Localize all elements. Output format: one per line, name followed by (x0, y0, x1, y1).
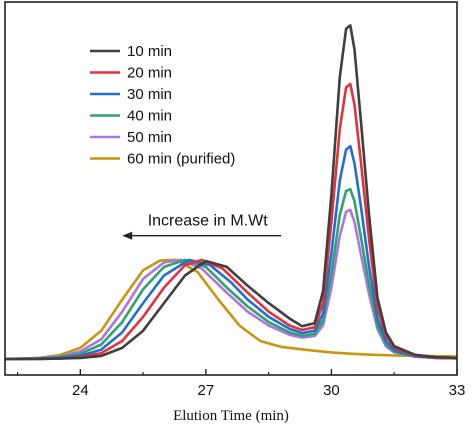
series-line-4 (4, 187, 458, 361)
x-tick-label: 27 (198, 382, 215, 399)
series-line-2 (5, 82, 458, 361)
x-tick-label: 30 (323, 382, 340, 399)
x-axis-ticks: 24 27 30 33 (16, 369, 466, 399)
series-line-6 (4, 258, 458, 361)
arrowhead-icon (122, 231, 133, 240)
legend-label: 60 min (purified) (127, 151, 235, 168)
series-lines (4, 24, 458, 361)
legend-label: 30 min (127, 86, 172, 103)
legend-label: 50 min (127, 129, 172, 146)
x-tick-label: 24 (72, 382, 89, 399)
annotation-label: Increase in M.Wt (148, 213, 269, 230)
x-tick-label: 33 (449, 382, 466, 399)
annotation: Increase in M.Wt (122, 213, 282, 240)
legend: 10 min 20 min 30 min 40 min 50 min 60 min (pu… (90, 43, 235, 168)
series-line-3 (4, 144, 458, 361)
legend-label: 10 min (127, 43, 172, 60)
series-line-1 (5, 24, 458, 361)
legend-label: 20 min (127, 65, 172, 82)
plot-frame (4, 1, 458, 376)
legend-label: 40 min (127, 108, 172, 125)
x-axis-label: Elution Time (min) (173, 408, 289, 424)
